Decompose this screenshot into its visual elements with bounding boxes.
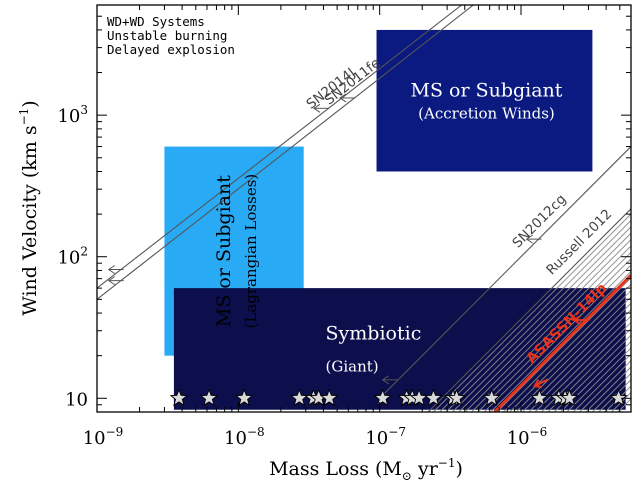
plot-frame (96, 4, 632, 413)
star-marker (530, 388, 549, 407)
hatch-line (452, 232, 631, 412)
region-1 (376, 29, 593, 172)
star-marker (234, 388, 254, 407)
hatch-line (490, 271, 631, 412)
hatch-line (528, 309, 631, 412)
y-tick-label: 102 (57, 245, 88, 269)
hatch-line (433, 213, 631, 412)
hatch-line (464, 245, 631, 412)
axes: 10−9 10−8 10−7 10−6 10 102 103 (57, 4, 632, 449)
hatch-line (585, 366, 631, 412)
star-marker (560, 388, 579, 407)
constraint-line-sn2011fe (97, 5, 474, 300)
asassn-arrow-left-shaft (534, 378, 549, 388)
hatch-line (573, 353, 631, 412)
hatch-line (592, 373, 631, 412)
x-tick-label: 10−8 (224, 425, 265, 449)
constraint-arrow-sn2011fe (339, 93, 355, 103)
constraint-arrow-sn2012cg-low-head (381, 375, 389, 385)
hatch-line (471, 252, 631, 412)
stars-layer (169, 388, 628, 407)
region-label-ms-or-subgiant: MS or Subgiant (411, 80, 563, 102)
star-marker (373, 388, 392, 407)
star-marker (319, 388, 339, 407)
constraint-arrow-asassn-14lp-head (572, 315, 581, 325)
constraint-arrow-sn2012cg (525, 234, 542, 244)
y-tick-label: 103 (57, 103, 88, 127)
constraint-arrow-sn2014j-head (313, 103, 321, 113)
region-label-giant: (Giant) (326, 357, 379, 375)
constraint-arrow-asassn-14lp (572, 315, 590, 325)
region-label-ms-or-subgiant: MS or Subgiant (213, 175, 235, 327)
star-marker (424, 388, 443, 407)
constraint-arrow-sn2012cg-head (525, 234, 533, 244)
constraint-arrow-sn2012cg-low (381, 375, 398, 385)
star-marker (199, 388, 219, 407)
hatch-line (445, 226, 631, 412)
constraint-arrow-low-sn2014j (107, 265, 124, 274)
asassn-arrow-left (532, 378, 549, 389)
constraint-arrow-low-sn2014j-head (107, 265, 115, 274)
x-tick-label: 10−9 (83, 425, 124, 449)
hatch-line (483, 264, 631, 412)
hatch-line (503, 283, 631, 412)
region-3 (173, 288, 626, 410)
hatch-line (477, 258, 631, 412)
corner-note-line-2: Unstable burning (107, 28, 227, 43)
constraint-line-russell-2012 (427, 208, 631, 412)
star-marker (447, 388, 466, 407)
x-tick-label: 10−7 (365, 425, 406, 449)
hatch-line (566, 347, 631, 412)
constraint-arrow-low-sn2011fe-head (107, 276, 115, 286)
asassn-arrow-left-head (532, 379, 543, 389)
hatch-line (439, 220, 631, 412)
constraint-arrow-sn2014j (313, 103, 329, 113)
lower-limit-hatch (433, 213, 631, 412)
regions-layer (164, 29, 626, 410)
y-tick-label: 10 (65, 389, 88, 410)
constraint-line-sn2014j (97, 5, 462, 289)
hatch-line (579, 360, 631, 412)
constraint-arrow-sn2011fe-head (339, 93, 347, 103)
region-label-lagrangian-losses: (Lagrangian Losses) (242, 174, 260, 329)
hatch-line (496, 277, 631, 412)
star-marker (482, 388, 501, 407)
constraint-line-sn2012cg (379, 146, 631, 399)
x-tick-label: 10−6 (507, 425, 548, 449)
region-label-symbiotic: Symbiotic (326, 323, 422, 345)
hatch-line (515, 296, 631, 412)
corner-note-line-3: Delayed explosion (107, 42, 235, 57)
constraint-line-asassn-14lp (493, 274, 631, 412)
x-axis-label: Mass Loss (M⊙ yr−1) (269, 456, 463, 483)
star-marker (169, 388, 189, 407)
star-marker (609, 388, 628, 407)
corner-note-line-1: WD+WD Systems (107, 14, 205, 29)
hatch-line (458, 239, 631, 412)
y-axis-label: Wind Velocity (km s−1) (17, 100, 41, 315)
region-label-accretion-winds: (Accretion Winds) (418, 105, 555, 123)
constraint-lines-layer (97, 5, 631, 412)
corner-note: WD+WD Systems Unstable burning Delayed e… (107, 14, 235, 57)
constraint-arrow-low-sn2011fe (107, 276, 124, 286)
hatch-line (509, 290, 631, 412)
